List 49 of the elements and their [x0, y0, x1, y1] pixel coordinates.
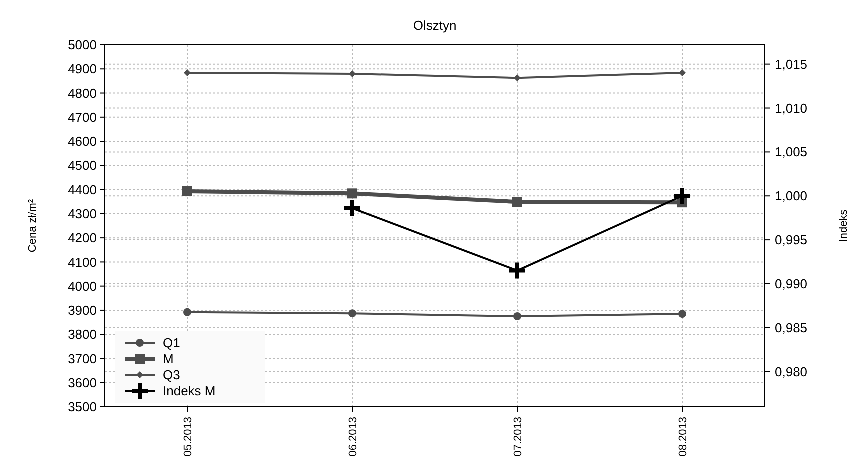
point [342, 198, 362, 218]
y-tick-label: 4800 [68, 86, 97, 101]
point [182, 186, 192, 196]
x-tick-label: 05.2013 [182, 417, 194, 457]
point [348, 310, 356, 318]
y-tick-label: 4400 [68, 182, 97, 198]
point [678, 310, 686, 318]
point [184, 308, 192, 316]
y-tick-label: 4200 [68, 230, 97, 246]
point [508, 260, 528, 281]
y-tick-label: 4300 [68, 206, 97, 222]
y-tick-label: 5000 [68, 38, 97, 53]
legend-label: Q1 [163, 336, 180, 351]
y-tick-label: 3600 [68, 375, 97, 390]
legend-label: Indeks M [163, 384, 216, 399]
y-tick-label: 4900 [68, 62, 97, 77]
legend-label: M [163, 352, 174, 367]
y-tick-label: 4000 [68, 278, 97, 294]
y-tick-label: 4700 [68, 110, 97, 125]
point [514, 74, 521, 82]
y2-tick-label: 1,015 [775, 56, 808, 72]
y-tick-label: 4600 [68, 134, 97, 150]
point [512, 197, 522, 208]
x-tick-label: 07.2013 [512, 417, 524, 457]
point [672, 186, 692, 206]
point [348, 188, 358, 199]
point [514, 312, 522, 320]
y2-tick-label: 0,980 [775, 364, 808, 380]
point [679, 69, 686, 76]
y-tick-label: 3500 [68, 400, 97, 415]
y2-tick-label: 1,005 [775, 144, 808, 160]
y-tick-label: 4100 [68, 254, 97, 270]
x-tick-label: 08.2013 [678, 417, 690, 457]
y2-tick-label: 1,000 [775, 188, 808, 204]
point [349, 70, 356, 78]
legend-label: Q3 [163, 368, 180, 383]
y-axis-title: Cena zł/m² [27, 199, 39, 253]
y2-tick-label: 0,985 [775, 320, 808, 336]
x-tick-label: 06.2013 [348, 417, 360, 457]
y-tick-label: 3700 [68, 351, 97, 366]
point [184, 69, 191, 76]
chart-title: Olsztyn [413, 18, 457, 33]
y-tick-label: 3900 [68, 303, 97, 318]
y-tick-label: 3800 [68, 327, 97, 342]
y2-tick-label: 0,990 [775, 276, 808, 292]
y-tick-label: 4500 [68, 158, 97, 174]
y2-axis-title: Indeks [838, 209, 850, 242]
y2-tick-label: 1,010 [775, 100, 808, 116]
y2-tick-label: 0,995 [775, 232, 808, 248]
